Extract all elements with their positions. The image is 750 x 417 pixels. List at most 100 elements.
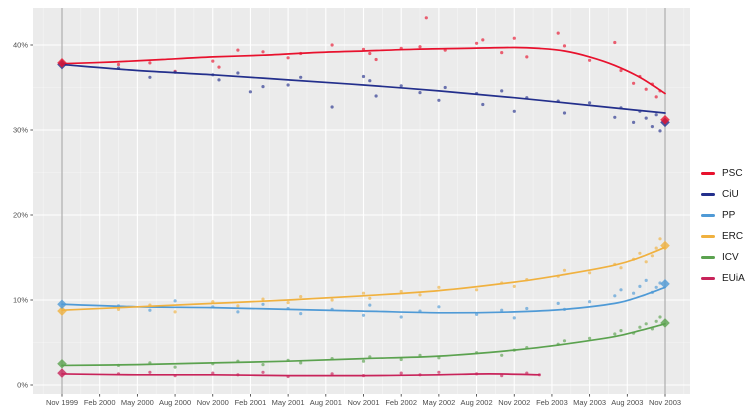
election-result-icv xyxy=(660,318,670,328)
poll-point-psc xyxy=(619,68,623,73)
poll-point-psc xyxy=(556,31,560,35)
poll-point-ciu xyxy=(261,85,265,89)
poll-point-erc xyxy=(368,296,372,300)
axis-labels: Nov 1999 Feb 2000 May 2000 Aug 2000 Nov 2000… xyxy=(13,41,681,407)
poll-point-erc xyxy=(437,285,441,289)
poll-point-ciu xyxy=(588,101,592,105)
legend-swatch-pp xyxy=(701,214,715,217)
x-tick-label: Feb 2002 xyxy=(385,398,417,407)
poll-point-pp xyxy=(148,308,152,312)
poll-point-pp xyxy=(236,310,240,314)
poll-point-erc xyxy=(299,295,303,299)
election-result-psc xyxy=(57,58,67,68)
x-tick-label: Feb 2003 xyxy=(536,398,568,407)
poll-point-erc xyxy=(330,298,334,302)
poll-point-icv xyxy=(658,315,662,319)
legend-item-psc: PSC xyxy=(701,163,745,184)
poll-point-erc xyxy=(638,251,642,255)
poll-point-ciu xyxy=(399,84,403,88)
poll-point-ciu xyxy=(236,71,240,75)
poll-point-psc xyxy=(116,62,121,67)
poll-point-pp xyxy=(588,300,592,304)
poll-point-euia xyxy=(211,371,215,375)
poll-point-ciu xyxy=(562,111,567,115)
poll-point-psc xyxy=(418,45,422,49)
poll-point-icv xyxy=(588,336,592,340)
poll-point-pp xyxy=(619,288,623,292)
y-tick-label: 20% xyxy=(13,211,28,220)
poll-point-erc xyxy=(644,260,648,264)
legend-swatch-ciu xyxy=(701,193,715,196)
poll-point-ciu xyxy=(644,116,648,120)
election-result-icv xyxy=(57,358,67,369)
poll-point-pp xyxy=(525,306,529,311)
poll-point-erc xyxy=(399,289,403,294)
trend-line-erc xyxy=(61,246,666,312)
y-tick-label: 10% xyxy=(13,296,28,305)
poll-point-psc xyxy=(261,50,265,54)
poll-point-erc xyxy=(211,300,215,304)
legend-item-icv: ICV xyxy=(701,247,745,268)
poll-point-euia xyxy=(399,371,403,375)
poll-point-icv xyxy=(644,322,648,326)
legend-swatch-euia xyxy=(701,277,715,280)
election-result-psc xyxy=(660,115,670,125)
poll-point-psc xyxy=(654,95,658,99)
x-tick-label: May 2003 xyxy=(573,398,606,407)
poll-point-erc xyxy=(588,271,592,275)
poll-point-ciu xyxy=(650,125,655,129)
poll-point-ciu xyxy=(481,102,485,107)
poll-point-erc xyxy=(286,301,290,305)
poll-point-icv xyxy=(173,365,177,369)
x-tick-label: Nov 2000 xyxy=(197,398,229,407)
poll-point-ciu xyxy=(443,85,447,90)
poll-point-psc xyxy=(481,38,485,42)
poll-point-pp xyxy=(638,284,642,288)
election-result-erc xyxy=(660,240,670,251)
poll-point-erc xyxy=(173,310,177,314)
trend-line-pp xyxy=(61,286,666,314)
poll-point-icv xyxy=(261,363,265,367)
trend-lines xyxy=(61,46,666,377)
chart-legend: PSC CiU PP ERC ICV EUiA xyxy=(701,163,745,289)
poll-point-icv xyxy=(654,319,658,323)
poll-point-erc xyxy=(654,246,658,250)
election-date-lines xyxy=(61,8,666,394)
poll-point-ciu xyxy=(374,94,378,98)
poll-point-psc xyxy=(613,40,617,45)
poll-point-icv xyxy=(638,325,642,329)
poll-point-ciu xyxy=(361,74,366,79)
poll-point-ciu xyxy=(632,120,636,124)
poll-point-ciu xyxy=(286,83,290,87)
poll-point-psc xyxy=(368,51,372,56)
poll-point-ciu xyxy=(299,75,303,79)
poll-point-erc xyxy=(562,268,567,272)
poll-point-psc xyxy=(330,43,334,47)
poll-point-erc xyxy=(475,288,479,292)
poll-point-erc xyxy=(418,293,422,297)
legend-item-euia: EUiA xyxy=(701,268,745,289)
poll-point-ciu xyxy=(418,91,422,95)
trend-line-icv xyxy=(61,322,666,367)
legend-label-pp: PP xyxy=(722,209,736,221)
poll-point-euia xyxy=(437,370,441,374)
poll-point-pp xyxy=(556,301,560,305)
x-tick-label: May 2001 xyxy=(272,398,305,407)
poll-point-erc xyxy=(658,237,662,241)
poll-point-ciu xyxy=(368,79,372,83)
poll-point-pp xyxy=(361,313,366,317)
poll-point-psc xyxy=(236,48,240,52)
poll-point-psc xyxy=(374,57,378,62)
poll-point-ciu xyxy=(613,115,617,119)
poll-point-euia xyxy=(330,372,334,376)
grid-minor xyxy=(33,8,690,394)
legend-swatch-psc xyxy=(701,172,715,175)
poll-point-psc xyxy=(562,44,567,48)
poll-point-erc xyxy=(116,307,121,311)
x-tick-label: Aug 2002 xyxy=(461,398,493,407)
plot-area xyxy=(33,8,690,394)
poll-point-ciu xyxy=(658,129,662,133)
poll-point-ciu xyxy=(500,89,504,93)
poll-point-icv xyxy=(562,339,567,343)
